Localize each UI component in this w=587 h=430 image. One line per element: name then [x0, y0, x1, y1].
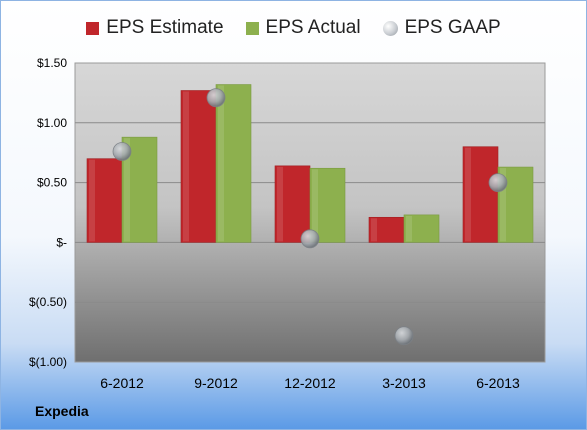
- bar-highlight: [371, 218, 377, 242]
- x-axis-labels: 6-2012 9-2012 12-2012 3-2013 6-2013: [100, 375, 520, 391]
- bar-eps-actual: [309, 167, 346, 243]
- legend-label-eps-gaap: EPS GAAP: [404, 17, 501, 38]
- x-tick-label: 6-2013: [476, 375, 520, 391]
- legend-item-eps-gaap: EPS GAAP: [382, 17, 501, 39]
- y-tick-label: $-: [56, 235, 67, 249]
- legend-swatch-eps-actual: [245, 21, 259, 35]
- x-tick-label: 6-2012: [100, 375, 144, 391]
- y-tick-label: $0.50: [37, 176, 67, 190]
- bar-eps-actual: [215, 84, 252, 243]
- bar-highlight: [277, 166, 283, 242]
- y-tick-label: $1.00: [37, 116, 67, 130]
- legend-label-eps-actual: EPS Actual: [265, 17, 361, 38]
- bar-highlight: [406, 215, 412, 242]
- point-eps-gaap: [206, 88, 226, 108]
- y-tick-label: $(1.00): [29, 355, 67, 369]
- bar-highlight: [124, 138, 130, 242]
- x-tick-label: 3-2013: [382, 375, 426, 391]
- y-axis-labels: $1.50 $1.00 $0.50 $- $(0.50) $(1.00): [29, 56, 67, 369]
- legend-marker-eps-gaap: [382, 20, 398, 36]
- bars-layer: [86, 84, 534, 243]
- y-tick-label: $(0.50): [29, 295, 67, 309]
- bar-highlight: [183, 91, 189, 242]
- legend-item-eps-actual: EPS Actual: [245, 17, 361, 39]
- bar-highlight: [89, 159, 95, 242]
- bar-highlight: [312, 169, 318, 242]
- bar-eps-estimate: [368, 216, 405, 243]
- bar-eps-estimate: [274, 165, 311, 243]
- legend-label-eps-estimate: EPS Estimate: [106, 17, 224, 38]
- bar-eps-estimate: [180, 90, 217, 243]
- y-tick-label: $1.50: [37, 56, 67, 70]
- point-eps-gaap: [394, 326, 414, 346]
- bar-highlight: [465, 147, 471, 242]
- dots-layer: [112, 88, 508, 346]
- bar-eps-actual: [403, 214, 440, 243]
- company-name: Expedia: [35, 403, 89, 419]
- legend-swatch-eps-estimate: [86, 21, 100, 35]
- bar-highlight: [218, 85, 224, 242]
- point-eps-gaap: [300, 229, 320, 249]
- point-eps-gaap: [488, 173, 508, 193]
- x-tick-label: 12-2012: [284, 375, 336, 391]
- legend-item-eps-estimate: EPS Estimate: [86, 17, 224, 39]
- point-eps-gaap: [112, 142, 132, 161]
- bar-eps-estimate: [462, 146, 499, 243]
- x-tick-label: 9-2012: [194, 375, 238, 391]
- bar-highlight: [500, 168, 506, 242]
- legend: EPS Estimate EPS Actual EPS GAAP: [1, 17, 586, 39]
